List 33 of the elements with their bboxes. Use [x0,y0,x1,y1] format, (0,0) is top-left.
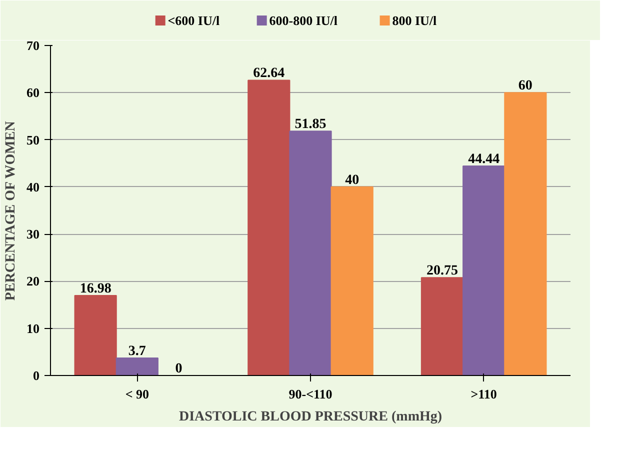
bar [74,294,117,376]
bar [504,92,547,376]
bar [420,277,464,376]
y-tick-label: 20 [26,274,40,289]
bar [330,186,374,376]
y-tick-label: 70 [26,38,40,53]
data-label: 0 [175,362,182,376]
data-label: 60 [518,78,532,94]
y-axis-title: PERCENTAGE OF WOMEN [4,121,18,301]
data-label: 51.85 [294,117,326,132]
bar [248,80,290,376]
y-tick-label: 10 [26,320,40,336]
y-tick-label: 60 [26,85,40,100]
data-label: 16.98 [80,281,112,296]
x-tick-label: < 90 [125,386,150,402]
x-tick-label: >110 [470,386,497,402]
data-label: 20.75 [426,264,458,279]
y-tick-label: 0 [33,368,40,383]
bar [116,358,158,376]
legend-label: 600-800 IU/l [269,13,338,28]
data-label: 3.7 [128,344,146,360]
bar [462,165,506,376]
legend-label: <600 IU/l [168,13,220,28]
data-label: 62.64 [253,66,285,82]
y-tick-label: 50 [26,132,40,148]
y-tick-label: 30 [26,226,40,242]
x-axis-title: DIASTOLIC BLOOD PRESSURE (mmHg) [178,410,442,424]
data-label: 44.44 [468,152,500,167]
x-tick-label: 90-<110 [288,386,332,402]
data-label: 40 [345,172,360,188]
y-tick-label: 40 [26,179,40,194]
legend-label: 800 IU/l [392,13,438,28]
bar [289,130,332,376]
